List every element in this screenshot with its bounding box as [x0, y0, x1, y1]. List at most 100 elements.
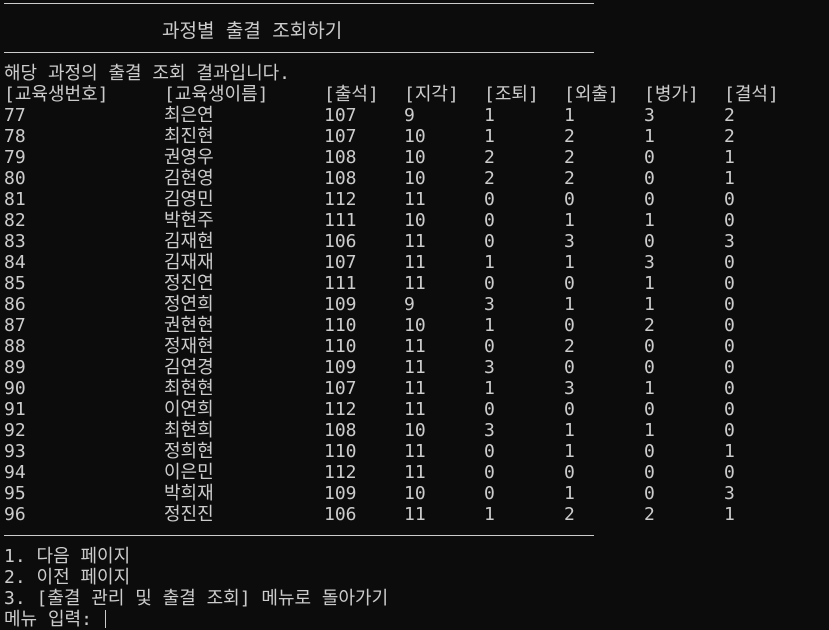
cell-student-name: 김연경 — [164, 357, 214, 378]
cell-student-name: 정진연 — [164, 273, 214, 294]
cell-sick-leave: 0 — [644, 147, 655, 168]
cell-attendance: 107 — [324, 252, 357, 273]
cell-outing: 0 — [564, 399, 575, 420]
cell-student-id: 84 — [4, 252, 26, 273]
separator-line — [4, 42, 826, 63]
cell-absence: 1 — [724, 441, 735, 462]
cell-absence: 0 — [724, 462, 735, 483]
table-row: 93 정희현 110 11 0 1 0 1 — [4, 441, 826, 462]
cell-attendance: 110 — [324, 441, 357, 462]
table-row: 82 박현주 111 10 0 1 1 0 — [4, 210, 826, 231]
text-cursor[interactable] — [104, 610, 106, 628]
cell-student-name: 이은민 — [164, 462, 214, 483]
cell-sick-leave: 0 — [644, 399, 655, 420]
table-row: 86 정연희 109 9 3 1 1 0 — [4, 294, 826, 315]
cell-early-leave: 1 — [484, 126, 495, 147]
cell-outing: 0 — [564, 315, 575, 336]
cell-absence: 0 — [724, 210, 735, 231]
cell-sick-leave: 0 — [644, 189, 655, 210]
cell-outing: 1 — [564, 105, 575, 126]
cell-outing: 2 — [564, 504, 575, 525]
cell-attendance: 109 — [324, 294, 357, 315]
separator-line — [4, 525, 826, 546]
cell-student-name: 박희재 — [164, 483, 214, 504]
cell-late: 10 — [404, 315, 426, 336]
cell-early-leave: 2 — [484, 168, 495, 189]
cell-outing: 0 — [564, 462, 575, 483]
cell-student-id: 80 — [4, 168, 26, 189]
table-row: 95 박희재 109 10 0 1 0 3 — [4, 483, 826, 504]
cell-student-id: 81 — [4, 189, 26, 210]
cell-student-name: 정진진 — [164, 504, 214, 525]
cell-early-leave: 2 — [484, 147, 495, 168]
cell-student-name: 박현주 — [164, 210, 214, 231]
cell-student-id: 87 — [4, 315, 26, 336]
cell-late: 10 — [404, 147, 426, 168]
cell-sick-leave: 0 — [644, 441, 655, 462]
column-header-attendance: [출석] — [324, 84, 379, 105]
table-row: 84 김재재 107 11 1 1 3 0 — [4, 252, 826, 273]
table-row: 79 권영우 108 10 2 2 0 1 — [4, 147, 826, 168]
cell-student-id: 88 — [4, 336, 26, 357]
cell-attendance: 107 — [324, 378, 357, 399]
cell-absence: 0 — [724, 378, 735, 399]
table-row: 77 최은연 107 9 1 1 3 2 — [4, 105, 826, 126]
cell-early-leave: 0 — [484, 399, 495, 420]
cell-sick-leave: 1 — [644, 126, 655, 147]
table-row: 94 이은민 112 11 0 0 0 0 — [4, 462, 826, 483]
table-row: 80 김현영 108 10 2 2 0 1 — [4, 168, 826, 189]
cell-early-leave: 1 — [484, 315, 495, 336]
cell-outing: 1 — [564, 483, 575, 504]
cell-early-leave: 1 — [484, 504, 495, 525]
cell-attendance: 106 — [324, 231, 357, 252]
cell-student-id: 89 — [4, 357, 26, 378]
cell-late: 11 — [404, 462, 426, 483]
cell-student-name: 권영우 — [164, 147, 214, 168]
cell-absence: 3 — [724, 231, 735, 252]
table-row: 78 최진현 107 10 1 2 1 2 — [4, 126, 826, 147]
cell-attendance: 109 — [324, 483, 357, 504]
cell-early-leave: 1 — [484, 378, 495, 399]
cell-absence: 0 — [724, 336, 735, 357]
column-header-early-leave: [조퇴] — [484, 84, 539, 105]
cell-student-name: 정희현 — [164, 441, 214, 462]
cell-absence: 2 — [724, 126, 735, 147]
cell-absence: 1 — [724, 168, 735, 189]
cell-outing: 2 — [564, 336, 575, 357]
cell-late: 11 — [404, 252, 426, 273]
cell-sick-leave: 0 — [644, 231, 655, 252]
cell-student-name: 최은연 — [164, 105, 214, 126]
cell-student-id: 78 — [4, 126, 26, 147]
table-row: 90 최현현 107 11 1 3 1 0 — [4, 378, 826, 399]
cell-student-id: 93 — [4, 441, 26, 462]
cell-absence: 0 — [724, 420, 735, 441]
cell-outing: 2 — [564, 168, 575, 189]
cell-late: 9 — [404, 105, 415, 126]
cell-absence: 0 — [724, 357, 735, 378]
cell-sick-leave: 1 — [644, 420, 655, 441]
cell-sick-leave: 1 — [644, 273, 655, 294]
cell-late: 10 — [404, 420, 426, 441]
table-row: 85 정진연 111 11 0 0 1 0 — [4, 273, 826, 294]
cell-early-leave: 0 — [484, 462, 495, 483]
cell-sick-leave: 2 — [644, 504, 655, 525]
cell-student-id: 96 — [4, 504, 26, 525]
cell-absence: 0 — [724, 273, 735, 294]
column-header-sick-leave: [병가] — [644, 84, 699, 105]
table-body: 77 최은연 107 9 1 1 3 2 78 최진현 107 10 1 2 1 2 79 권영우 108 10 2 2 0… — [4, 105, 826, 525]
cell-sick-leave: 1 — [644, 294, 655, 315]
cell-outing: 2 — [564, 147, 575, 168]
menu-input-line[interactable]: 메뉴 입력: — [4, 609, 826, 630]
cell-early-leave: 0 — [484, 483, 495, 504]
cell-student-name: 김영민 — [164, 189, 214, 210]
cell-attendance: 111 — [324, 210, 357, 231]
cell-late: 9 — [404, 294, 415, 315]
separator-line — [4, 0, 826, 21]
cell-outing: 0 — [564, 357, 575, 378]
cell-attendance: 108 — [324, 147, 357, 168]
cell-sick-leave: 0 — [644, 462, 655, 483]
cell-late: 11 — [404, 231, 426, 252]
cell-early-leave: 0 — [484, 336, 495, 357]
cell-sick-leave: 0 — [644, 357, 655, 378]
table-row: 96 정진진 106 11 1 2 2 1 — [4, 504, 826, 525]
